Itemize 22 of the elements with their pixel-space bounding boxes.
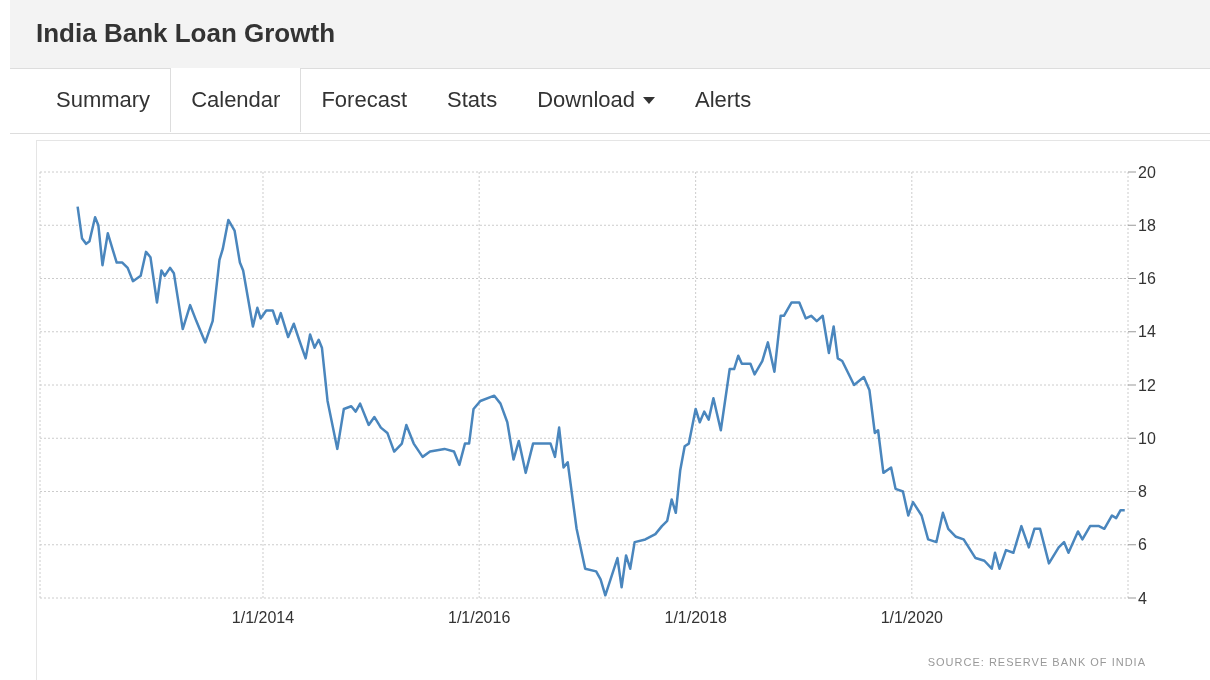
- y-tick-label: 20: [1138, 163, 1156, 181]
- text: Summary: [56, 87, 151, 113]
- y-tick-label: 18: [1138, 216, 1156, 234]
- x-tick-label: 1/1/2014: [231, 609, 295, 627]
- y-tick-label: 16: [1138, 270, 1156, 288]
- text: Forecast: [321, 87, 407, 113]
- y-tick-label: 8: [1138, 483, 1147, 501]
- y-tick-label: 4: [1138, 589, 1147, 607]
- y-tick-label: 6: [1138, 536, 1147, 554]
- text: Calendar: [191, 87, 281, 113]
- chart-title: India Bank Loan Growth: [36, 18, 336, 49]
- x-tick-label: 1/1/2020: [880, 609, 944, 627]
- x-tick-label: 1/1/2016: [448, 609, 511, 627]
- line-series: [76, 205, 1126, 597]
- x-tick-label: 1/1/2018: [664, 609, 727, 627]
- text: Alerts: [694, 87, 752, 113]
- y-tick-label: 12: [1138, 376, 1156, 394]
- text: Stats: [447, 87, 498, 113]
- y-tick-label: 14: [1138, 323, 1156, 341]
- text: Download: [537, 87, 635, 113]
- source-note: SOURCE: RESERVE BANK OF INDIA: [927, 656, 1146, 668]
- y-tick-label: 10: [1138, 429, 1156, 447]
